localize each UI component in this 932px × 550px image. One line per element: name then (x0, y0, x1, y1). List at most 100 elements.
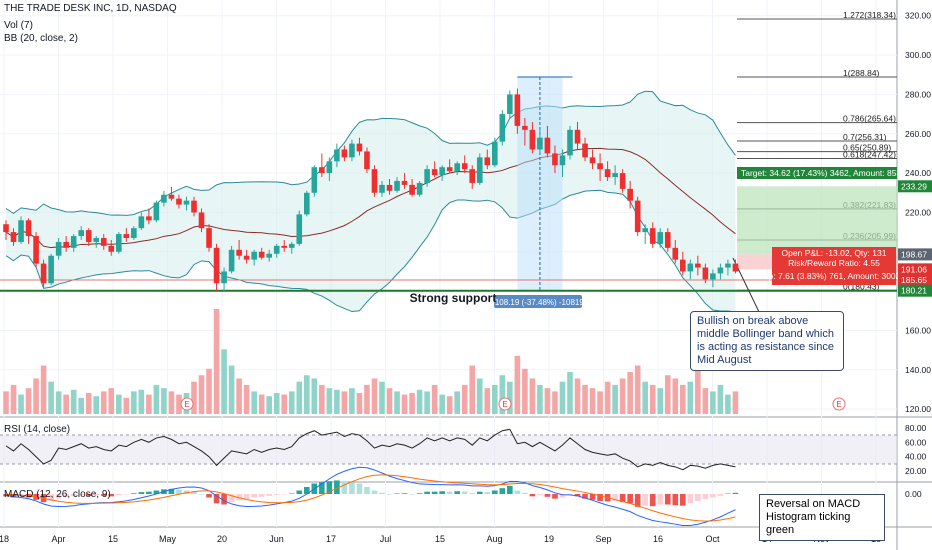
candle-body (206, 228, 212, 248)
macd-histogram-bar (424, 491, 430, 494)
price-tick-label: 320.00 (905, 11, 931, 21)
macd-histogram-bar (364, 487, 370, 494)
macd-histogram-bar (589, 494, 596, 500)
macd-histogram-bar (100, 494, 107, 496)
volume-bar (725, 394, 731, 414)
macd-histogram-bar (341, 481, 348, 494)
bb-lower (5, 189, 736, 313)
time-tick-label: Jul (380, 534, 392, 544)
stop-label-box (772, 247, 896, 285)
volume-bar (695, 368, 701, 414)
macd-histogram-bar (710, 494, 716, 498)
candle-body (78, 230, 84, 237)
macd-histogram-bar (446, 491, 453, 494)
candle-body (371, 169, 378, 193)
candle-body (695, 263, 701, 268)
candle-body (552, 153, 558, 166)
candle-body (627, 188, 633, 201)
time-tick-label: 15 (435, 534, 445, 544)
target-zone (737, 186, 897, 255)
macd-line (5, 466, 736, 527)
volume-bar (664, 375, 671, 414)
macd-histogram-bar (401, 493, 408, 494)
price-tag (898, 273, 932, 286)
price-tag-label: 191.06 (901, 264, 927, 274)
volume-bar (431, 384, 438, 414)
chart-overlays: -108.19 (-37.48%) -10819 Target: 34.62 (1… (0, 76, 918, 315)
macd-histogram-bar (469, 493, 476, 494)
macd-histogram-bar (296, 490, 303, 494)
volume-bar (123, 397, 130, 414)
volume-bar (78, 397, 84, 414)
macd-histogram-bar (138, 492, 145, 494)
volume-bar (657, 388, 664, 414)
volume-indicator-label[interactable]: Vol (7) (4, 20, 33, 31)
macd-histogram-bar (612, 494, 618, 501)
candle-body (213, 247, 220, 284)
candle-body (228, 249, 235, 272)
earnings-marker (498, 397, 512, 411)
time-tick-label: 18 (0, 534, 9, 544)
price-tick-label: 120.00 (905, 404, 931, 414)
candle-body (100, 238, 107, 246)
macd-histogram-bar (108, 494, 115, 497)
volume-bar (176, 394, 182, 414)
volume-bar (604, 381, 611, 414)
bollinger-indicator-label[interactable]: BB (20, close, 2) (4, 33, 78, 44)
earnings-marker (832, 397, 846, 411)
candle-body (612, 173, 618, 178)
bollinger-bands (5, 90, 736, 313)
macd-histogram-bar (356, 483, 363, 494)
macd-histogram-bar (732, 492, 739, 494)
volume-bar (416, 389, 423, 414)
macd-histogram-bar (499, 488, 506, 494)
volume-bar (364, 384, 370, 414)
earnings-label: E (836, 400, 841, 409)
macd-histogram-bar (349, 482, 355, 494)
macd-histogram-bar (146, 491, 152, 494)
price-tag-label: 185.65 (901, 275, 927, 285)
volume-bar (371, 378, 378, 414)
volume-bar (334, 389, 340, 414)
candle-body (85, 230, 92, 242)
price-tick-label: 160.00 (905, 325, 931, 335)
candle-body (514, 94, 521, 126)
candle-body (266, 253, 272, 258)
candle-body (597, 163, 603, 170)
macd-histogram-bar (574, 494, 581, 497)
candle-body (221, 271, 227, 284)
volume-bar (687, 381, 694, 414)
volume-bar (446, 396, 453, 414)
volume-bar (401, 394, 408, 414)
volume-bar (582, 384, 588, 414)
volume-bar (10, 384, 17, 414)
candle-body (522, 125, 528, 130)
volume-bar (25, 388, 32, 414)
macd-histogram-bar (273, 494, 280, 495)
candle-body (710, 273, 716, 280)
macd-histogram-bar (649, 494, 656, 507)
time-tick-label: Aug (486, 534, 502, 544)
macd-histogram-bar (221, 494, 227, 505)
candle-body (3, 224, 9, 233)
symbol-title[interactable]: THE TRADE DESK INC, 1D, NASDAQ (4, 3, 177, 14)
volume-bar (153, 384, 160, 414)
macd-histogram-bar (431, 491, 438, 494)
candle-body (198, 212, 205, 229)
candle-body (319, 167, 325, 174)
volume-bar (138, 389, 145, 414)
volume-bar (243, 384, 250, 414)
macd-indicator-label[interactable]: MACD (12, 26, close, 9) (4, 489, 111, 500)
candles (3, 88, 739, 292)
volume-bar (642, 381, 648, 414)
rsi-indicator-label[interactable]: RSI (14, close) (4, 424, 71, 435)
candle-body (258, 251, 265, 258)
candle-body (664, 232, 671, 248)
candle-body (243, 255, 250, 260)
volume-bar (394, 391, 400, 414)
volume-bar (100, 391, 107, 414)
candle-body (364, 151, 370, 170)
macd-histogram-bar (529, 494, 536, 497)
candle-body (672, 247, 679, 260)
volume-bar (461, 384, 468, 414)
